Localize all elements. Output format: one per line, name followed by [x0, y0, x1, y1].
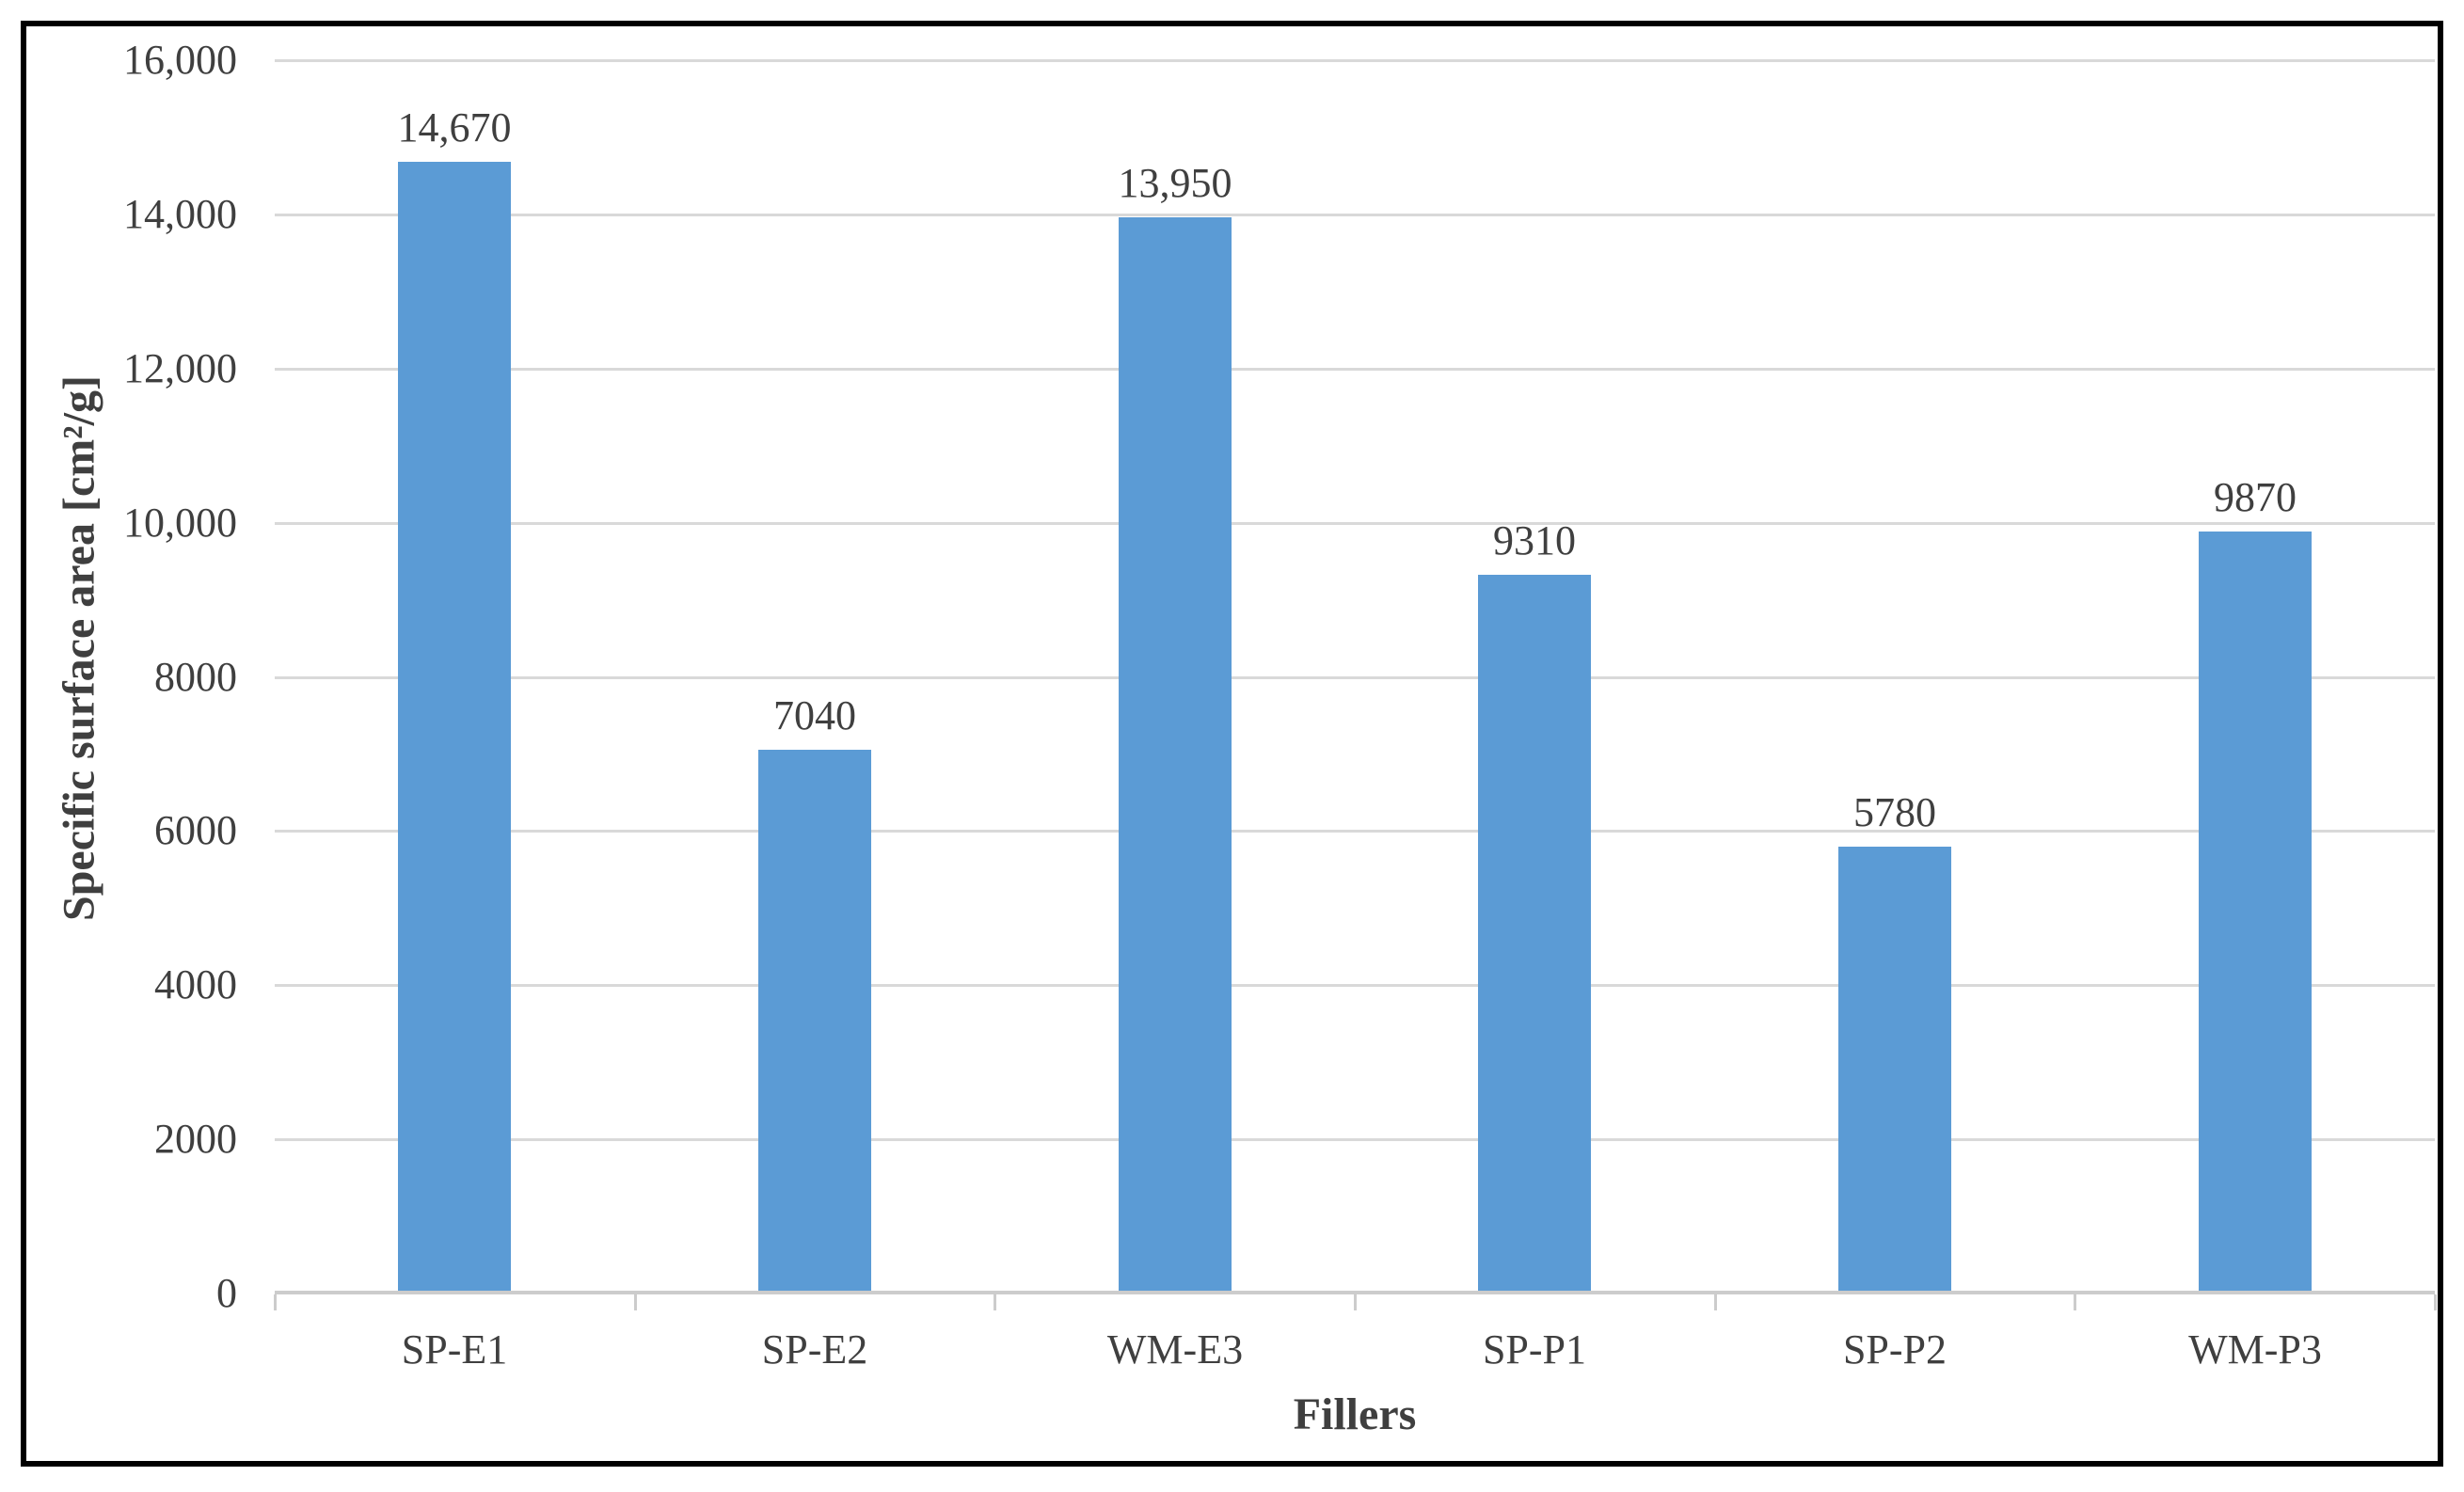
bar-SP-P1: [1478, 575, 1591, 1291]
y-tick-label-16000: 16,000: [123, 37, 237, 83]
x-category-label-WM-P3: WM-P3: [2188, 1326, 2322, 1373]
bar-value-label-SP-P1: 9310: [1493, 517, 1576, 563]
bar-value-label-SP-E1: 14,670: [397, 104, 512, 151]
x-tick-mark-4: [1714, 1294, 1717, 1310]
bar-value-label-SP-P2: 5780: [1853, 789, 1936, 835]
gridline-4000: [275, 984, 2435, 987]
bar-value-label-SP-E2: 7040: [773, 692, 856, 738]
bar-SP-P2: [1838, 847, 1951, 1291]
gridline-14000: [275, 214, 2435, 216]
y-tick-label-4000: 4000: [154, 961, 237, 1008]
x-category-label-SP-P1: SP-P1: [1482, 1326, 1587, 1373]
x-axis-title: Fillers: [1293, 1389, 1417, 1439]
x-axis-line: [275, 1291, 2435, 1294]
bar-value-label-WM-P3: 9870: [2214, 474, 2297, 520]
y-tick-label-12000: 12,000: [123, 345, 237, 391]
x-tick-mark-5: [2074, 1294, 2076, 1310]
bar-SP-E1: [398, 162, 511, 1291]
x-category-label-SP-E2: SP-E2: [761, 1326, 868, 1373]
x-tick-mark-1: [634, 1294, 637, 1310]
bar-SP-E2: [758, 750, 871, 1291]
gridline-12000: [275, 368, 2435, 371]
y-tick-label-14000: 14,000: [123, 191, 237, 237]
bar-WM-P3: [2199, 532, 2312, 1291]
y-tick-label-6000: 6000: [154, 807, 237, 853]
y-tick-label-2000: 2000: [154, 1116, 237, 1162]
x-tick-mark-6: [2434, 1294, 2437, 1310]
gridline-2000: [275, 1138, 2435, 1141]
x-tick-mark-0: [274, 1294, 277, 1310]
gridline-6000: [275, 830, 2435, 833]
gridline-16000: [275, 59, 2435, 62]
gridline-8000: [275, 676, 2435, 679]
x-tick-mark-3: [1354, 1294, 1357, 1310]
gridline-10000: [275, 522, 2435, 525]
x-category-label-WM-E3: WM-E3: [1106, 1326, 1244, 1373]
y-tick-label-8000: 8000: [154, 654, 237, 700]
y-tick-label-10000: 10,000: [123, 500, 237, 546]
x-category-label-SP-P2: SP-P2: [1842, 1326, 1947, 1373]
bar-WM-E3: [1119, 217, 1232, 1291]
bar-value-label-WM-E3: 13,950: [1118, 160, 1232, 206]
x-category-label-SP-E1: SP-E1: [401, 1326, 508, 1373]
y-tick-label-0: 0: [216, 1270, 237, 1316]
x-tick-mark-2: [994, 1294, 996, 1310]
